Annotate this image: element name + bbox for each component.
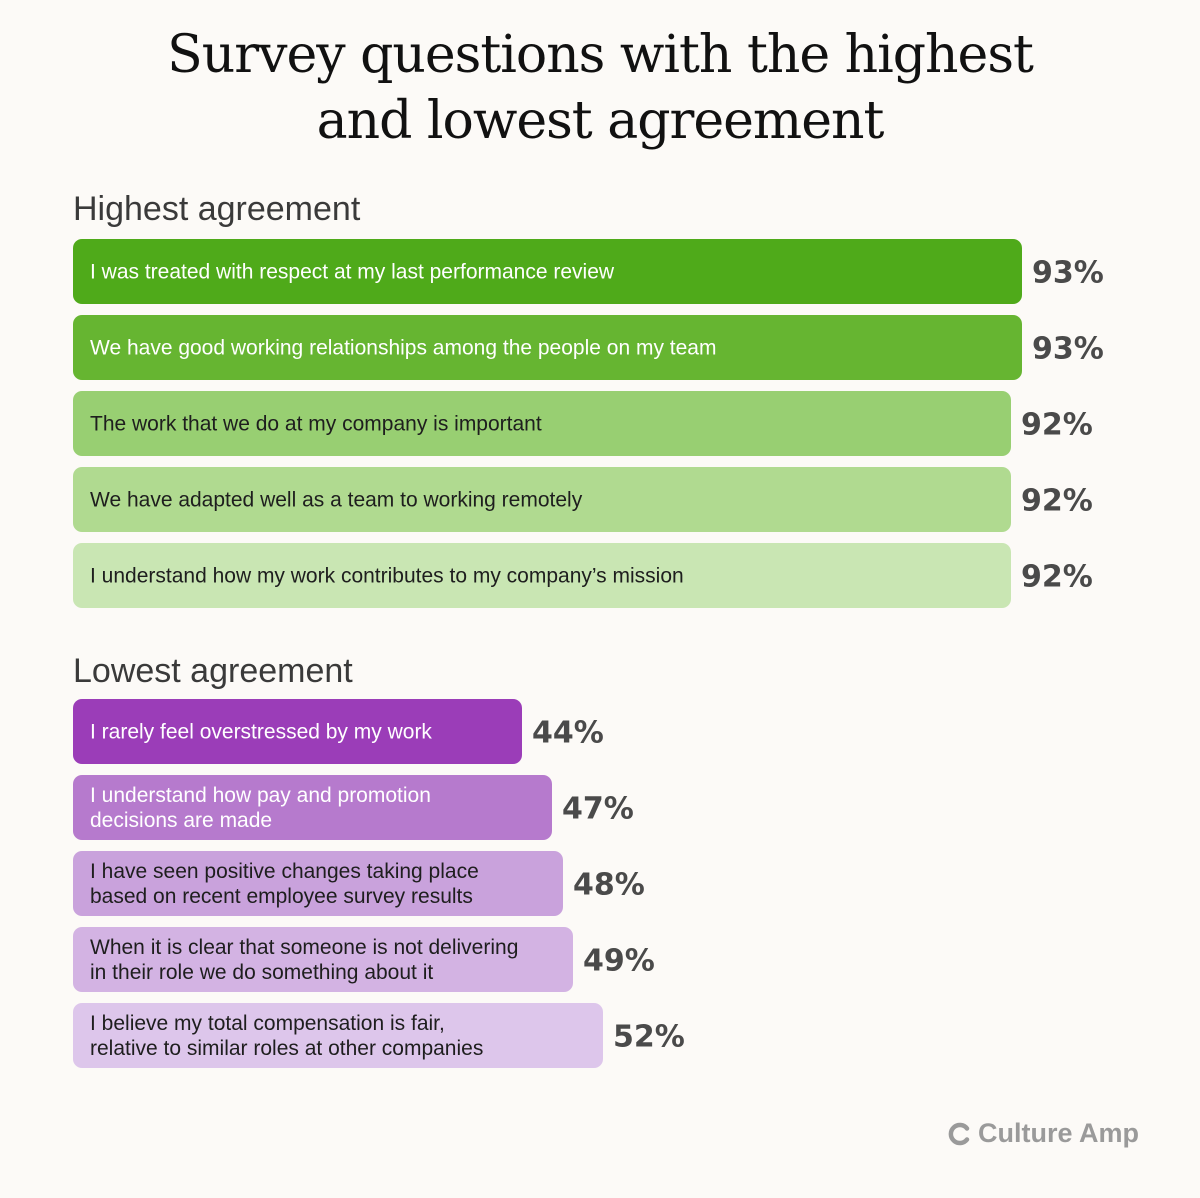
highest-bar-1-value: 93% (1032, 256, 1104, 291)
lowest-bar-1-value: 44% (532, 716, 604, 751)
highest-bar-3 (73, 391, 1011, 456)
lowest-bar-3-label-line-1: I have seen positive changes taking plac… (90, 860, 479, 883)
lowest-bar-4 (73, 927, 573, 992)
highest-bar-4 (73, 467, 1011, 532)
chart-title: Survey questions with the highest and lo… (0, 22, 1200, 154)
highest-bar-5-label-line-1: I understand how my work contributes to … (90, 565, 684, 588)
lowest-bar-1 (73, 699, 522, 764)
chart-title-line-2: and lowest agreement (316, 91, 885, 151)
highest-bar-4-value: 92% (1021, 484, 1093, 519)
lowest-bar-2 (73, 775, 552, 840)
highest-bar-2 (73, 315, 1022, 380)
lowest-bar-2-label-line-2: decisions are made (90, 809, 272, 832)
lowest-bar-5-label-line-1: I believe my total compensation is fair, (90, 1012, 445, 1035)
chart-title-line-1: Survey questions with the highest (167, 25, 1034, 85)
lowest-bar-4-label-line-2: in their role we do something about it (90, 961, 433, 984)
highest-bar-1 (73, 239, 1022, 304)
highest-bar-3-value: 92% (1021, 408, 1093, 443)
lowest-bar-3 (73, 851, 563, 916)
lowest-bar-5-label-line-2: relative to similar roles at other compa… (90, 1037, 483, 1060)
highest-bar-4-label-line-1: We have adapted well as a team to workin… (90, 489, 583, 512)
lowest-bar-2-value: 47% (562, 792, 634, 827)
highest-bar-3-label-line-1: The work that we do at my company is imp… (90, 413, 542, 436)
lowest-bar-4-label-line-1: When it is clear that someone is not del… (90, 936, 518, 959)
lowest-bar-5 (73, 1003, 603, 1068)
highest-bar-5 (73, 543, 1011, 608)
culture-amp-logo: Culture Amp (948, 1118, 1139, 1149)
highest-bar-1-label-line-1: I was treated with respect at my last pe… (90, 261, 615, 284)
highest-bar-2-value: 93% (1032, 332, 1104, 367)
lowest-bar-4-value: 49% (583, 944, 655, 979)
lowest-bar-3-label-line-2: based on recent employee survey results (90, 885, 473, 908)
highest-bar-2-label-line-1: We have good working relationships among… (90, 337, 716, 360)
brand-name: Culture Amp (978, 1118, 1139, 1148)
highest-agreement-heading: Highest agreement (73, 190, 361, 228)
lowest-bar-2-label-line-1: I understand how pay and promotion (90, 784, 431, 807)
lowest-bar-5-value: 52% (613, 1020, 685, 1055)
lowest-agreement-heading: Lowest agreement (73, 652, 353, 690)
lowest-bar-1-label-line-1: I rarely feel overstressed by my work (90, 721, 432, 744)
highest-bar-5-value: 92% (1021, 560, 1093, 595)
culture-amp-logo-icon (948, 1122, 970, 1145)
lowest-bar-3-value: 48% (573, 868, 645, 903)
